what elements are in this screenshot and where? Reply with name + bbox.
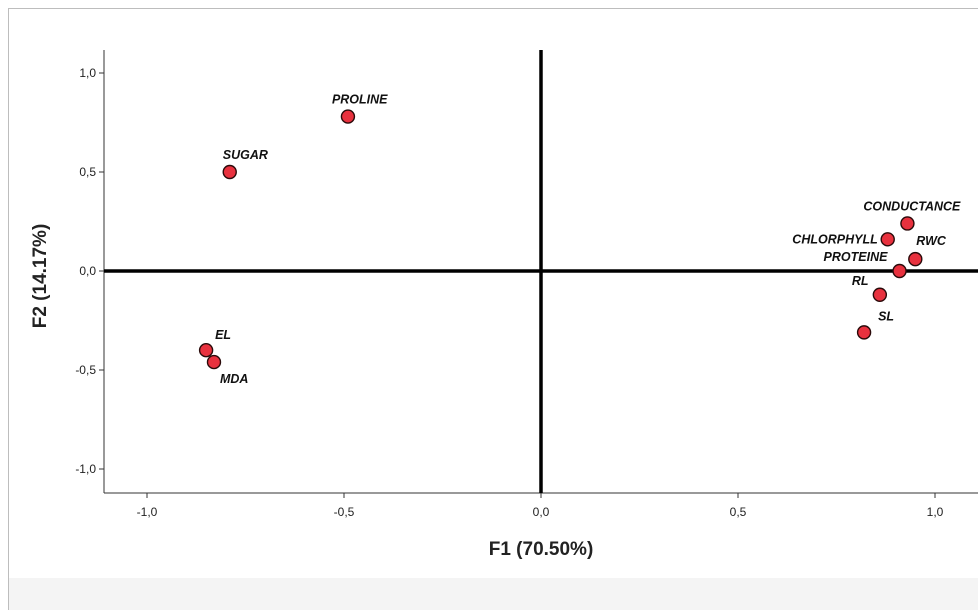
x-axis-title: F1 (70.50%) bbox=[489, 539, 594, 560]
data-point-proteine bbox=[892, 263, 907, 279]
chart-footer-band bbox=[9, 578, 978, 610]
y-tick-label: -0,5 bbox=[75, 363, 96, 377]
point-label-mda: MDA bbox=[220, 372, 248, 386]
ticks-layer: -1,0 -0,5 0,0 0,5 1,0 1,0 0,5 0,0 -0,5 -1,0 bbox=[75, 66, 943, 519]
data-point-sugar bbox=[222, 164, 237, 180]
data-point-proline bbox=[340, 109, 356, 124]
x-tick-label: -1,0 bbox=[137, 505, 158, 519]
x-tick-label: -0,5 bbox=[334, 505, 355, 519]
y-tick-label: 0,5 bbox=[79, 165, 96, 179]
point-label-rl: RL bbox=[852, 274, 869, 288]
axes-layer bbox=[103, 50, 978, 494]
y-tick-label: -1,0 bbox=[75, 462, 96, 476]
point-label-proline: PROLINE bbox=[332, 93, 388, 107]
data-point-sl bbox=[856, 325, 872, 340]
chart-frame bbox=[8, 8, 978, 610]
data-point-rwc bbox=[908, 251, 923, 267]
data-point-el bbox=[198, 343, 214, 358]
point-label-rwc: RWC bbox=[916, 234, 947, 248]
point-label-chlorphyll: CHLORPHYLL bbox=[792, 232, 877, 246]
data-point-chlorphyll bbox=[880, 232, 895, 247]
y-tick-label: 1,0 bbox=[79, 66, 96, 80]
x-tick-label: 0,5 bbox=[730, 505, 747, 519]
data-point-conductance bbox=[900, 216, 915, 231]
x-tick-label: 0,0 bbox=[533, 505, 550, 519]
data-point-rl bbox=[872, 287, 888, 302]
point-label-sugar: SUGAR bbox=[223, 148, 268, 162]
point-label-sl: SL bbox=[878, 309, 894, 323]
points-layer: PROLINE SUGAR EL MDA CONDUCTANCE CHLORPHYLL RW… bbox=[198, 93, 961, 386]
y-axis-title: F2 (14.17%) bbox=[30, 224, 51, 329]
x-tick-label: 1,0 bbox=[927, 505, 944, 519]
y-tick-label: 0,0 bbox=[79, 264, 96, 278]
point-label-proteine: PROTEINE bbox=[824, 250, 889, 264]
point-label-el: EL bbox=[215, 328, 231, 342]
point-label-conductance: CONDUCTANCE bbox=[863, 199, 961, 213]
data-point-mda bbox=[206, 354, 222, 370]
